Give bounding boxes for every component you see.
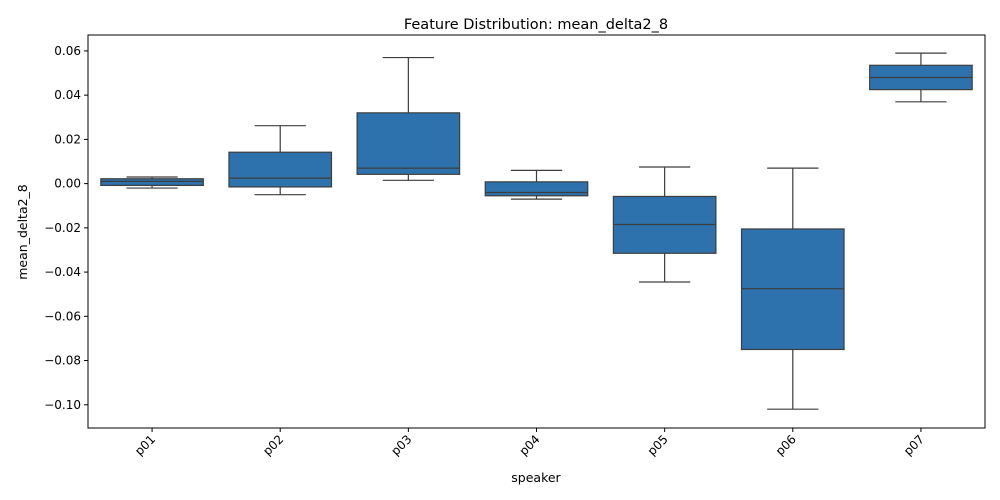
box-p02 (228, 125, 333, 196)
box-p03 (356, 56, 461, 181)
chart-title: Feature Distribution: mean_delta2_8 (404, 17, 668, 33)
x-tick-label-p01: p01 (132, 432, 158, 458)
iqr-box (484, 181, 589, 197)
x-axis: p01 p02 p03 p04 p05 p06 p07 (132, 428, 927, 458)
x-tick-label-p05: p05 (645, 432, 671, 458)
iqr-box (356, 112, 461, 175)
box-p01 (100, 176, 204, 189)
y-tick-label: −0.08 (44, 354, 81, 368)
axes-frame (87, 34, 986, 429)
y-tick-label: 0.02 (54, 132, 81, 146)
plot-area (100, 52, 973, 410)
y-tick-label: −0.10 (44, 398, 81, 412)
y-tick-label: 0.04 (54, 88, 81, 102)
x-tick-label-p04: p04 (517, 432, 543, 458)
box-p04 (484, 169, 589, 200)
y-axis: 0.06 0.04 0.02 0.00 −0.02 −0.04 −0.06 −0.08 −0.1… (44, 44, 88, 412)
y-tick-label: −0.06 (44, 309, 81, 323)
y-tick-label: 0.00 (54, 177, 81, 191)
box-p06 (740, 167, 845, 410)
x-tick-label-p07: p07 (901, 432, 927, 458)
box-p07 (869, 52, 973, 103)
y-tick-label: −0.02 (44, 221, 81, 235)
box-p05 (612, 166, 717, 283)
iqr-box (100, 178, 204, 186)
x-axis-label: speaker (511, 470, 561, 485)
x-tick-label-p02: p02 (260, 432, 286, 458)
y-tick-label: −0.04 (44, 265, 81, 279)
y-axis-label: mean_delta2_8 (15, 184, 30, 280)
iqr-box (228, 151, 333, 188)
x-tick-label-p06: p06 (773, 432, 799, 458)
x-tick-label-p03: p03 (388, 432, 414, 458)
y-tick-label: 0.06 (54, 44, 81, 58)
